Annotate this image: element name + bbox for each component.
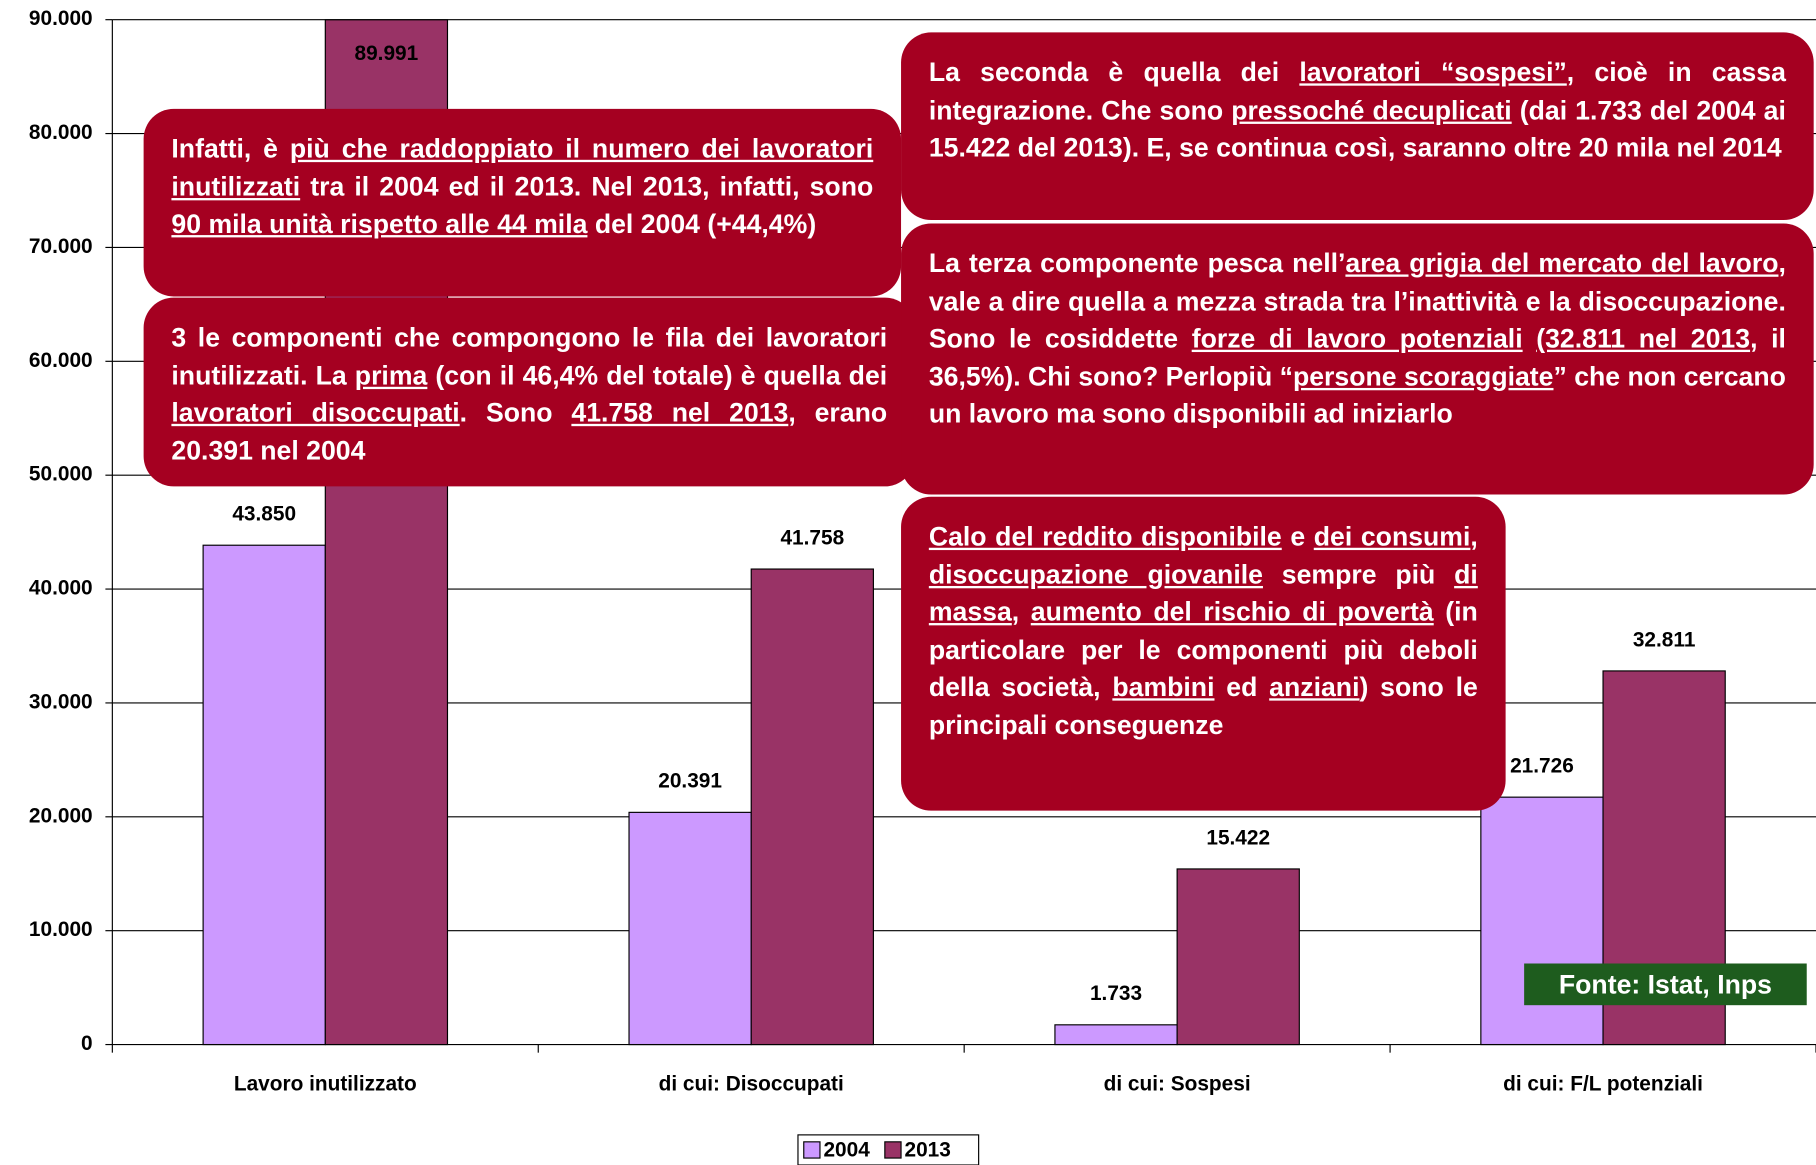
y-tick-label: 0 <box>81 1032 93 1055</box>
annotation-text: ” che non cercano un lavoro ma sono disp… <box>928 360 1786 429</box>
x-tick-label: di cui: F/L potenziali <box>1503 1073 1703 1096</box>
value-label: 15.422 <box>1206 826 1270 849</box>
annotation-box: La seconda è quella dei lavoratori “sosp… <box>901 32 1814 221</box>
y-tick-label: 70.000 <box>29 235 93 258</box>
bar <box>750 568 874 1046</box>
value-label: 43.850 <box>232 503 296 526</box>
legend-label: 2004 <box>823 1139 870 1162</box>
annotation-text: sempre più <box>1262 558 1455 589</box>
annotation-emphasis: pressoché decuplicati <box>1231 94 1512 125</box>
annotation-emphasis: persone scoraggiate <box>1292 360 1554 391</box>
annotation-text: . Sono <box>459 397 572 428</box>
annotation-text: , vale a dire quella a mezza strada tra … <box>928 247 1786 354</box>
value-label: 32.811 <box>1633 628 1696 651</box>
y-tick-label: 50.000 <box>29 463 93 486</box>
bar <box>1176 868 1300 1046</box>
annotation-emphasis: (32.811 nel 2013 <box>1536 323 1751 354</box>
value-label: 1.733 <box>1090 982 1142 1005</box>
annotation-box: Infatti, è più che raddoppiato il numero… <box>143 108 902 297</box>
annotation-emphasis: bambini <box>1112 671 1215 702</box>
annotation-text: , cioè in cassa integrazione. Che sono <box>928 56 1786 125</box>
annotation-text: Infatti, è <box>171 133 290 164</box>
annotation-emphasis: anziani <box>1269 671 1360 702</box>
annotation-text: (dai 1.733 del 2004 ai 15.422 del 2013).… <box>928 94 1786 163</box>
annotation-text: e <box>1281 521 1314 552</box>
legend-swatch <box>884 1141 902 1159</box>
annotation-emphasis: lavoratori “sospesi” <box>1299 56 1567 87</box>
value-label: 41.758 <box>780 526 844 549</box>
y-tick-label: 80.000 <box>29 121 93 144</box>
y-tick-label: 60.000 <box>29 349 93 372</box>
legend-label: 2013 <box>905 1139 951 1162</box>
bar <box>1054 1024 1178 1046</box>
annotation-emphasis: disoccupazione giovanile <box>928 558 1263 589</box>
bar <box>1480 796 1604 1046</box>
x-tick-label: di cui: Disoccupati <box>659 1073 844 1096</box>
value-label: 21.726 <box>1510 755 1574 778</box>
y-tick-label: 40.000 <box>29 577 93 600</box>
annotation-emphasis: di massa <box>928 558 1478 627</box>
annotation-text: ) sono le principali conseguenze <box>928 671 1478 740</box>
annotation-emphasis: 41.758 nel 2013 <box>571 397 789 428</box>
y-tick-label: 90.000 <box>29 7 93 30</box>
annotation-emphasis: 90 mila unità rispetto alle 44 mila <box>171 208 588 239</box>
y-tick-label: 30.000 <box>29 690 93 713</box>
annotation-emphasis: dei consumi <box>1313 521 1471 552</box>
legend-swatch <box>803 1141 821 1159</box>
annotation-emphasis: più che raddoppiato il numero dei lavora… <box>171 133 874 201</box>
annotation-text: , il 36,5%). Chi sono? Perlopiù “ <box>928 323 1786 391</box>
source-label: Fonte: Istat, Inps <box>1524 963 1807 1006</box>
bar <box>628 811 752 1046</box>
annotation-emphasis: area grigia del mercato del lavoro <box>1345 247 1779 278</box>
annotation-text: La seconda è quella dei <box>928 56 1300 87</box>
annotation-text: del 2004 (+44,4%) <box>587 208 817 239</box>
value-label: 89.991 <box>355 42 419 65</box>
annotation-text: , <box>1011 596 1031 627</box>
y-tick-label: 10.000 <box>29 918 93 941</box>
annotation-emphasis: aumento del rischio di povertà <box>1030 596 1434 627</box>
annotation-emphasis: Calo del reddito disponibile <box>928 521 1282 552</box>
annotation-text: ed <box>1214 671 1270 702</box>
x-tick-label: Lavoro inutilizzato <box>234 1073 417 1096</box>
annotation-box: La terza componente pesca nell’area grig… <box>901 223 1814 495</box>
annotation-text: (con il 46,4% del totale) è quella dei <box>427 359 888 390</box>
annotation-box: 3 le componenti che compongono le fila d… <box>143 297 915 487</box>
annotation-text: , erano 20.391 nel 2004 <box>171 397 888 465</box>
annotation-text: , <box>1470 521 1478 552</box>
annotation-emphasis: lavoratori disoccupati <box>171 397 460 428</box>
annotation-box: Calo del reddito disponibile e dei consu… <box>901 496 1506 811</box>
annotation-text: tra il 2004 ed il 2013. Nel 2013, infatt… <box>300 170 874 201</box>
bar <box>202 544 326 1046</box>
x-tick-label: di cui: Sospesi <box>1104 1073 1251 1096</box>
y-tick-label: 20.000 <box>29 804 93 827</box>
annotation-text <box>1523 323 1537 353</box>
annotation-emphasis: prima <box>354 359 428 390</box>
annotation-emphasis: forze di lavoro potenziali <box>1191 323 1523 354</box>
value-label: 20.391 <box>658 770 722 793</box>
annotation-text: (in particolare per le componenti più de… <box>928 596 1478 702</box>
annotation-text: La terza componente pesca nell’ <box>928 247 1346 278</box>
annotation-text: 3 le componenti che compongono le fila d… <box>171 321 888 390</box>
